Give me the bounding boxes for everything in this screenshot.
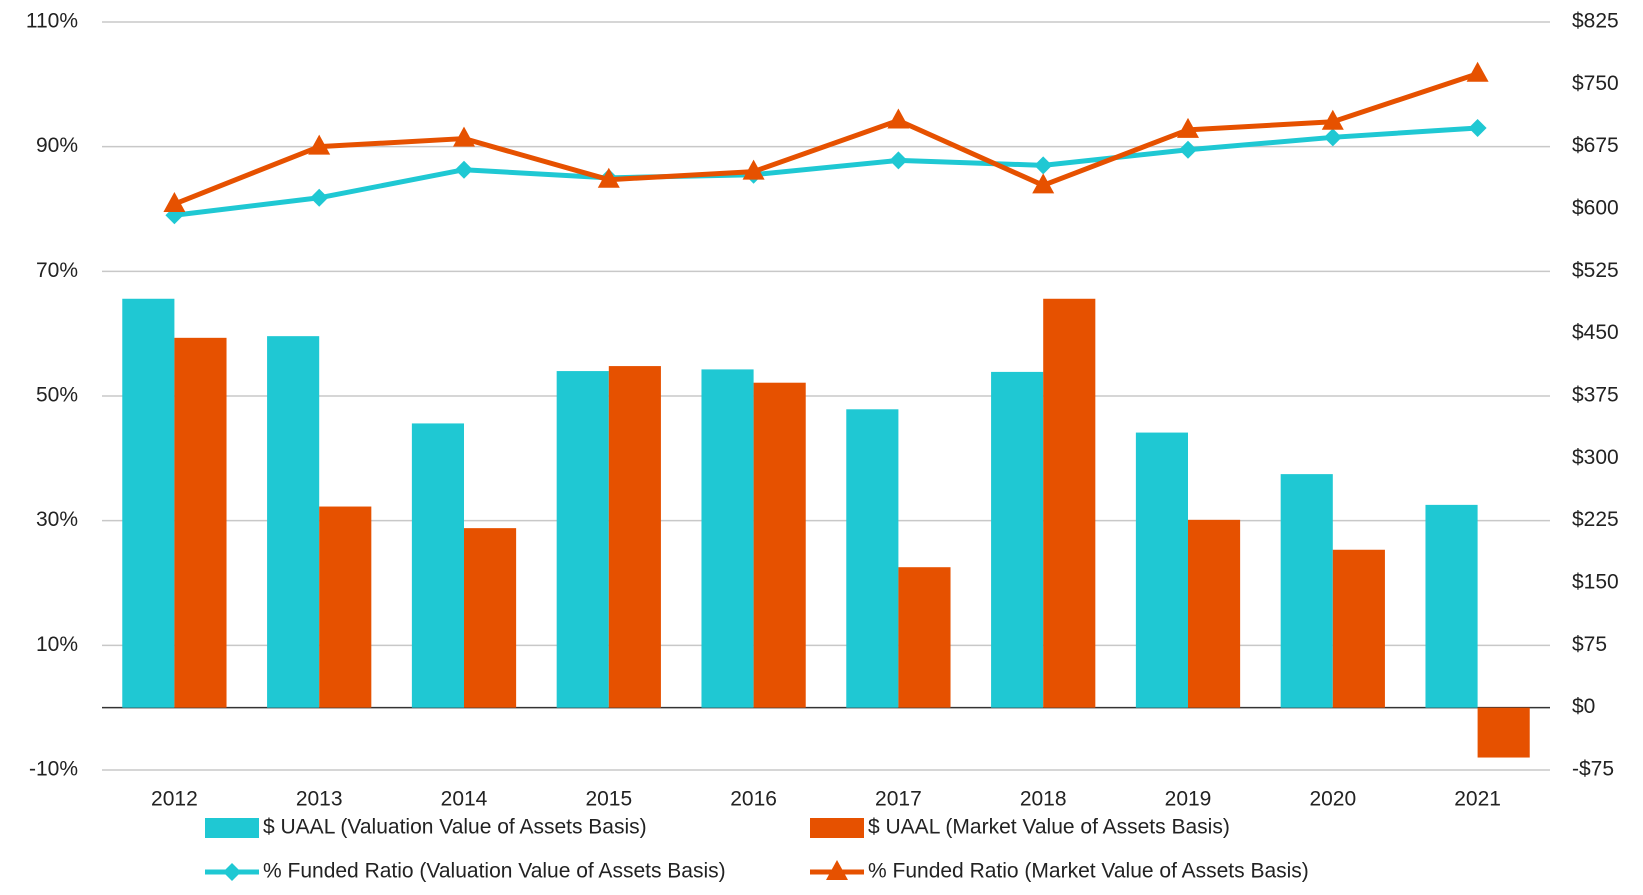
legend-swatch <box>205 818 259 838</box>
y-tick-label: 70% <box>36 259 78 282</box>
line-marker <box>597 167 620 188</box>
bar <box>267 336 320 708</box>
y2-tick-label: $75 <box>1572 633 1607 656</box>
bar <box>1188 519 1241 708</box>
y2-tick-label: $0 <box>1572 695 1595 718</box>
line-marker <box>1468 118 1487 137</box>
line-marker <box>1032 173 1055 194</box>
x-tick-label: 2017 <box>875 788 922 811</box>
x-tick-label: 2021 <box>1454 788 1501 811</box>
line-marker <box>455 160 473 179</box>
y2-tick-label: -$75 <box>1572 758 1614 781</box>
bar <box>174 337 227 708</box>
bar <box>122 298 175 708</box>
x-tick-label: 2018 <box>1020 788 1067 811</box>
y2-tick-label: $150 <box>1572 571 1619 594</box>
line-marker <box>742 159 765 180</box>
y-tick-label: -10% <box>29 758 78 781</box>
y2-tick-label: $825 <box>1572 10 1619 33</box>
line-marker <box>1323 128 1342 147</box>
bar <box>411 423 464 708</box>
bar <box>319 506 372 708</box>
bar <box>846 409 899 708</box>
line-marker <box>163 192 186 213</box>
bar <box>753 382 806 708</box>
line-marker <box>308 134 331 155</box>
x-tick-label: 2016 <box>730 788 777 811</box>
y2-tick-label: $750 <box>1572 72 1619 95</box>
bar <box>1043 298 1096 708</box>
bar <box>1425 504 1478 708</box>
legend-label: $ UAAL (Valuation Value of Assets Basis) <box>263 816 647 839</box>
bar <box>1135 432 1188 708</box>
legend-marker <box>826 860 848 880</box>
legend-label: % Funded Ratio (Valuation Value of Asset… <box>263 860 726 883</box>
y-tick-label: 10% <box>36 633 78 656</box>
line <box>174 125 1478 218</box>
legend-swatch <box>810 818 864 838</box>
line <box>173 71 1479 207</box>
bar <box>608 366 661 708</box>
legend-label: $ UAAL (Market Value of Assets Basis) <box>868 816 1230 839</box>
bar <box>898 567 951 708</box>
line-marker <box>887 108 910 129</box>
line-marker <box>1177 117 1199 138</box>
y2-tick-label: $300 <box>1572 446 1619 469</box>
bar <box>991 371 1044 708</box>
line-marker <box>1321 109 1344 130</box>
x-tick-label: 2019 <box>1165 788 1212 811</box>
x-tick-label: 2020 <box>1309 788 1356 811</box>
y2-tick-label: $450 <box>1572 321 1619 344</box>
y-tick-label: 110% <box>26 10 78 33</box>
y2-tick-label: $675 <box>1572 134 1619 157</box>
y-tick-label: 90% <box>36 134 78 157</box>
line-marker <box>1179 140 1197 159</box>
y-tick-label: 50% <box>36 384 78 407</box>
line-marker <box>889 151 908 170</box>
line-marker <box>1034 156 1053 175</box>
y2-tick-label: $375 <box>1572 384 1619 407</box>
bar <box>1477 707 1530 758</box>
y-tick-label: 30% <box>36 508 78 531</box>
y2-tick-label: $600 <box>1572 197 1619 220</box>
line-marker <box>1466 61 1489 82</box>
bar <box>1280 474 1333 708</box>
y2-tick-label: $525 <box>1572 259 1619 282</box>
legend-label: % Funded Ratio (Market Value of Assets B… <box>868 860 1309 883</box>
bar <box>556 371 609 708</box>
y2-tick-label: $225 <box>1572 508 1619 531</box>
x-tick-label: 2013 <box>296 788 343 811</box>
line-marker <box>453 126 475 147</box>
legend-marker <box>223 863 241 881</box>
x-tick-label: 2012 <box>151 788 198 811</box>
x-tick-label: 2014 <box>441 788 488 811</box>
line-marker <box>310 188 329 207</box>
bar <box>701 369 754 708</box>
bar <box>464 528 517 708</box>
x-tick-label: 2015 <box>585 788 632 811</box>
bar <box>1332 549 1385 708</box>
